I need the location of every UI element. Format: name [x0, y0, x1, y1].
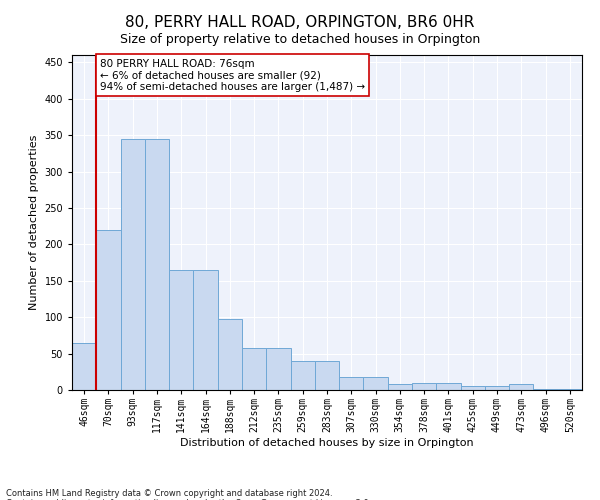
Bar	[485, 386, 509, 390]
X-axis label: Distribution of detached houses by size in Orpington: Distribution of detached houses by size …	[180, 438, 474, 448]
Text: Contains public sector information licensed under the Open Government Licence v3: Contains public sector information licen…	[6, 498, 371, 500]
Bar	[145, 138, 169, 390]
Bar	[388, 384, 412, 390]
Bar	[266, 348, 290, 390]
Bar	[339, 377, 364, 390]
Bar	[364, 377, 388, 390]
Bar	[315, 361, 339, 390]
Bar	[509, 384, 533, 390]
Bar	[461, 386, 485, 390]
Text: 80, PERRY HALL ROAD, ORPINGTON, BR6 0HR: 80, PERRY HALL ROAD, ORPINGTON, BR6 0HR	[125, 15, 475, 30]
Bar	[218, 318, 242, 390]
Bar	[533, 388, 558, 390]
Bar	[169, 270, 193, 390]
Bar	[412, 382, 436, 390]
Text: Contains HM Land Registry data © Crown copyright and database right 2024.: Contains HM Land Registry data © Crown c…	[6, 488, 332, 498]
Bar	[96, 230, 121, 390]
Bar	[558, 388, 582, 390]
Bar	[242, 348, 266, 390]
Bar	[121, 138, 145, 390]
Bar	[436, 382, 461, 390]
Bar	[193, 270, 218, 390]
Y-axis label: Number of detached properties: Number of detached properties	[29, 135, 39, 310]
Text: Size of property relative to detached houses in Orpington: Size of property relative to detached ho…	[120, 32, 480, 46]
Bar	[290, 361, 315, 390]
Text: 80 PERRY HALL ROAD: 76sqm
← 6% of detached houses are smaller (92)
94% of semi-d: 80 PERRY HALL ROAD: 76sqm ← 6% of detach…	[100, 58, 365, 92]
Bar	[72, 342, 96, 390]
